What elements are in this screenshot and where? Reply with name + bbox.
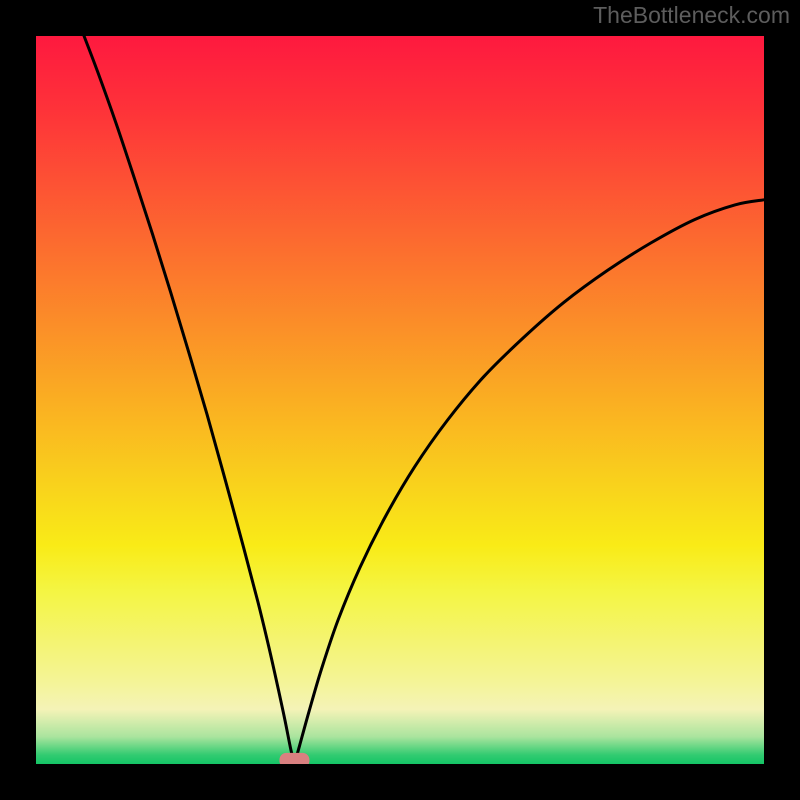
watermark-text: TheBottleneck.com — [593, 2, 790, 29]
bottleneck-chart: TheBottleneck.com — [0, 0, 800, 800]
chart-svg — [0, 0, 800, 800]
plot-area — [36, 36, 764, 764]
